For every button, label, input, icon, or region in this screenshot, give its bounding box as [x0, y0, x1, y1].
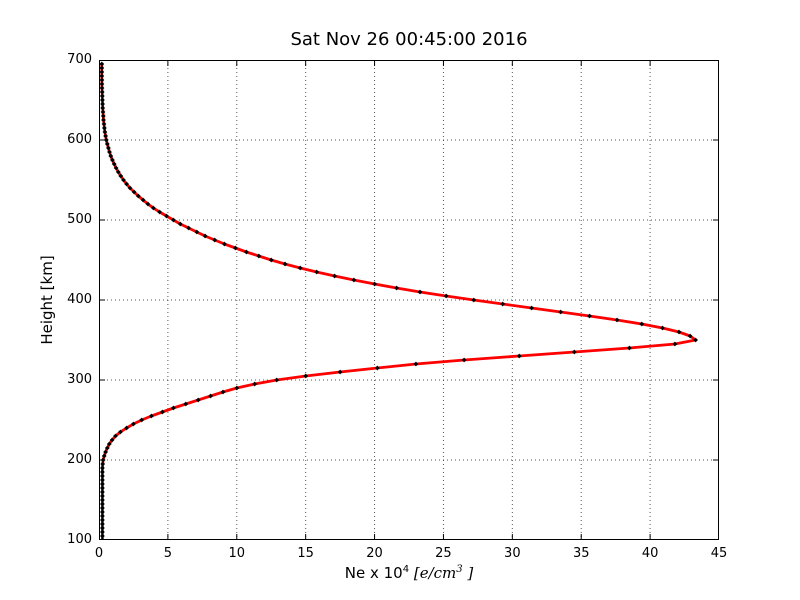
- x-tick-label: 0: [94, 546, 104, 561]
- y-tick-label: 100: [67, 532, 92, 547]
- xlabel-open-bracket: [: [409, 564, 420, 582]
- x-tick-label: 30: [504, 546, 521, 561]
- xlabel-close-bracket: ]: [462, 564, 474, 582]
- xlabel-prefix: Ne x 10: [344, 564, 403, 582]
- y-tick-label: 500: [67, 212, 92, 227]
- y-tick-label: 200: [67, 452, 92, 467]
- x-axis-label: Ne x 104 [e/cm3 ]: [345, 564, 474, 582]
- xlabel-units-exponent: 3: [456, 564, 463, 575]
- x-tick-label: 5: [163, 546, 173, 561]
- x-tick-label: 15: [297, 546, 314, 561]
- y-tick-label: 600: [67, 132, 92, 147]
- plot-canvas: [99, 60, 719, 540]
- y-axis-label: Height [km]: [38, 255, 56, 345]
- plot-frame: [99, 60, 719, 540]
- data-markers: [99, 61, 698, 540]
- data-line: [100, 62, 697, 540]
- y-tick-label: 300: [67, 372, 92, 387]
- x-tick-label: 40: [641, 546, 659, 561]
- x-tick-label: 10: [228, 546, 246, 561]
- x-tick-label: 25: [435, 546, 452, 561]
- xlabel-exponent: 4: [402, 564, 410, 575]
- xlabel-math-units: e/cm: [419, 564, 457, 582]
- x-tick-label: 20: [366, 546, 383, 561]
- chart-title: Sat Nov 26 00:45:00 2016: [290, 29, 528, 50]
- y-tick-label: 400: [67, 292, 92, 307]
- x-tick-label: 45: [710, 546, 728, 561]
- x-tick-label: 35: [572, 546, 590, 561]
- y-tick-label: 700: [67, 52, 92, 67]
